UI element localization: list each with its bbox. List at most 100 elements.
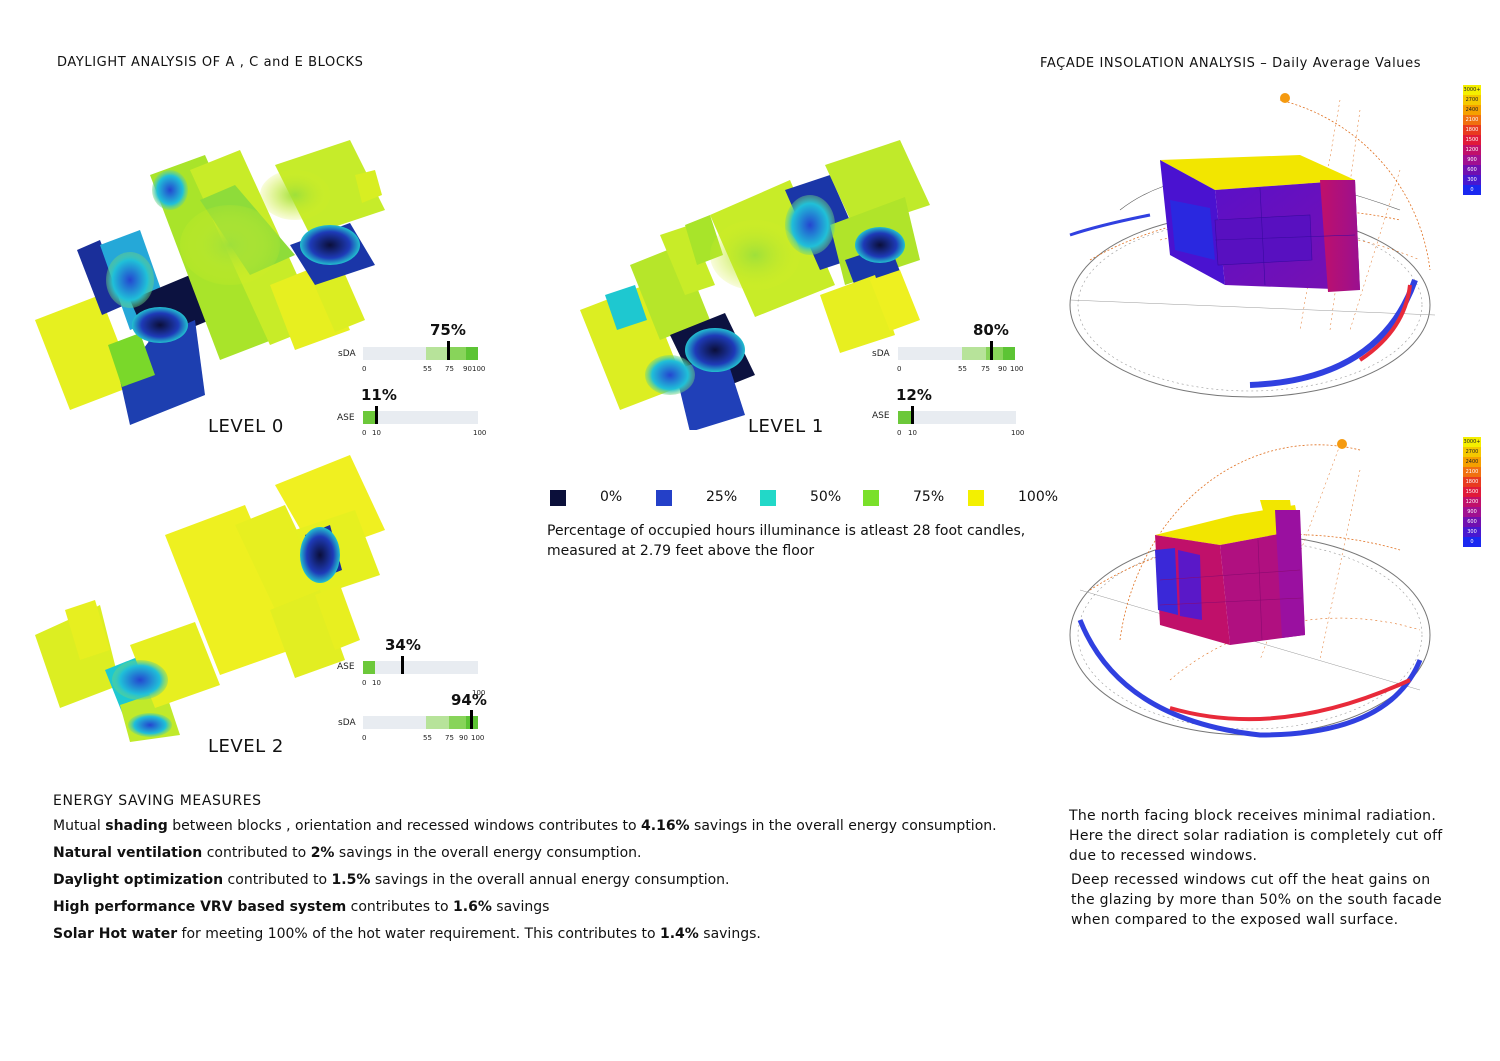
tick: 100 [1011, 429, 1025, 437]
scale-cell: 1800 [1463, 125, 1481, 135]
scale-cell: 2400 [1463, 457, 1481, 467]
tick: 75 [445, 734, 454, 742]
tick: 0 [897, 365, 902, 373]
scale-cell: 600 [1463, 165, 1481, 175]
sda-track [363, 710, 478, 729]
tick: 0 [362, 679, 367, 687]
scale-cell: 900 [1463, 155, 1481, 165]
text: shading [105, 818, 168, 834]
scale-cell: 2100 [1463, 115, 1481, 125]
sda-label: sDA [872, 349, 890, 359]
energy-list: Mutual shading between blocks , orientat… [53, 813, 1043, 948]
text: between blocks , orientation and recesse… [167, 818, 642, 834]
insolation-scale-1: 3000+ 2700 2400 2100 1800 1500 1200 900 … [1463, 85, 1481, 195]
scale-cell: 2700 [1463, 447, 1481, 457]
energy-item-daylight: Daylight optimization contributed to 1.5… [53, 867, 1043, 894]
legend-label-0: 0% [600, 489, 623, 505]
ase-marker [911, 406, 914, 424]
tick: 10 [908, 429, 917, 437]
ase-label: ASE [872, 411, 890, 421]
text: savings. [698, 926, 761, 942]
legend-swatch-0 [550, 490, 566, 506]
tick: 55 [423, 365, 432, 373]
energy-item-shading: Mutual shading between blocks , orientat… [53, 813, 1043, 840]
tick: 0 [362, 734, 367, 742]
ase-value: 11% [361, 386, 397, 404]
daylight-title: DAYLIGHT ANALYSIS OF A , C and E BLOCKS [57, 55, 364, 70]
sda-marker [990, 341, 993, 360]
text: due to recessed windows. [1069, 848, 1258, 864]
text: 1.4% [660, 926, 699, 942]
legend-label-100: 100% [1018, 489, 1059, 505]
sda-label: sDA [338, 718, 356, 728]
ase-value: 34% [385, 636, 421, 654]
text: 1.5% [331, 872, 371, 888]
tick: 0 [362, 365, 367, 373]
legend-swatch-100 [968, 490, 984, 506]
text: 4.16% [641, 818, 690, 834]
tick: 90 [459, 734, 468, 742]
scale-cell: 1200 [1463, 145, 1481, 155]
scale-cell: 1500 [1463, 487, 1481, 497]
scale-cell: 2100 [1463, 467, 1481, 477]
tick: 10 [372, 679, 381, 687]
note-south: Deep recessed windows cut off the heat g… [1071, 870, 1491, 930]
energy-heading: ENERGY SAVING MEASURES [53, 793, 262, 809]
tick: 75 [445, 365, 454, 373]
text: Deep recessed windows cut off the heat g… [1071, 872, 1431, 888]
level-2-label: LEVEL 2 [208, 736, 284, 757]
text: Daylight optimization [53, 872, 224, 888]
text: savings in the overall energy consumptio… [689, 818, 997, 834]
scale-cell: 2700 [1463, 95, 1481, 105]
scale-cell: 1500 [1463, 135, 1481, 145]
note-north: The north facing block receives minimal … [1069, 806, 1489, 866]
tick: 90 [998, 365, 1007, 373]
insolation-title: FAÇADE INSOLATION ANALYSIS – Daily Avera… [1040, 56, 1422, 71]
legend-caption-line-1: Percentage of occupied hours illuminance… [547, 523, 1026, 539]
legend-label-25: 25% [706, 489, 738, 505]
sda-value: 75% [430, 321, 466, 339]
text: Mutual [53, 818, 106, 834]
legend-label-75: 75% [913, 489, 945, 505]
tick: 0 [897, 429, 902, 437]
level-0-meters: 75% sDA 0 55 75 90 100 11% ASE 0 10 100 [335, 320, 495, 440]
legend-swatch-75 [863, 490, 879, 506]
text: Solar Hot water [53, 926, 178, 942]
level-1-meters: 80% sDA 0 55 75 90 100 12% ASE 0 10 100 [870, 320, 1030, 440]
text: Here the direct solar radiation is compl… [1069, 828, 1443, 844]
illuminance-legend: 0% 25% 50% 75% 100% [548, 487, 1068, 511]
text: contributed to [202, 845, 311, 861]
scale-cell: 300 [1463, 527, 1481, 537]
scale-cell: 3000+ [1463, 437, 1481, 447]
tick: 100 [1010, 365, 1024, 373]
insolation-diagram-south [1069, 439, 1431, 738]
text: when compared to the exposed wall surfac… [1071, 912, 1399, 928]
text: the glazing by more than 50% on the sout… [1071, 892, 1442, 908]
scale-cell: 1200 [1463, 497, 1481, 507]
scale-cell: 3000+ [1463, 85, 1481, 95]
sda-label: sDA [338, 349, 356, 359]
energy-item-solar: Solar Hot water for meeting 100% of the … [53, 921, 1043, 948]
sda-track [898, 341, 1015, 360]
scale-cell: 1800 [1463, 477, 1481, 487]
text: contributed to [223, 872, 332, 888]
text: Natural ventilation [53, 845, 203, 861]
tick: 10 [372, 429, 381, 437]
text: savings in the overall annual energy con… [370, 872, 730, 888]
tick: 75 [981, 365, 990, 373]
tick: 0 [362, 429, 367, 437]
ase-label: ASE [337, 413, 355, 423]
scale-cell: 0 [1463, 537, 1481, 547]
level-0-floorplan [35, 140, 385, 425]
text: High performance VRV based system [53, 899, 347, 915]
scale-cell: 900 [1463, 507, 1481, 517]
level-2-floorplan [35, 455, 385, 742]
energy-item-ventilation: Natural ventilation contributed to 2% sa… [53, 840, 1043, 867]
text: savings [491, 899, 550, 915]
insolation-diagram-north [1069, 93, 1436, 398]
ase-label: ASE [337, 662, 355, 672]
text: The north facing block receives minimal … [1069, 808, 1437, 824]
sda-value: 80% [973, 321, 1009, 339]
scale-cell: 600 [1463, 517, 1481, 527]
text: 1.6% [453, 899, 492, 915]
